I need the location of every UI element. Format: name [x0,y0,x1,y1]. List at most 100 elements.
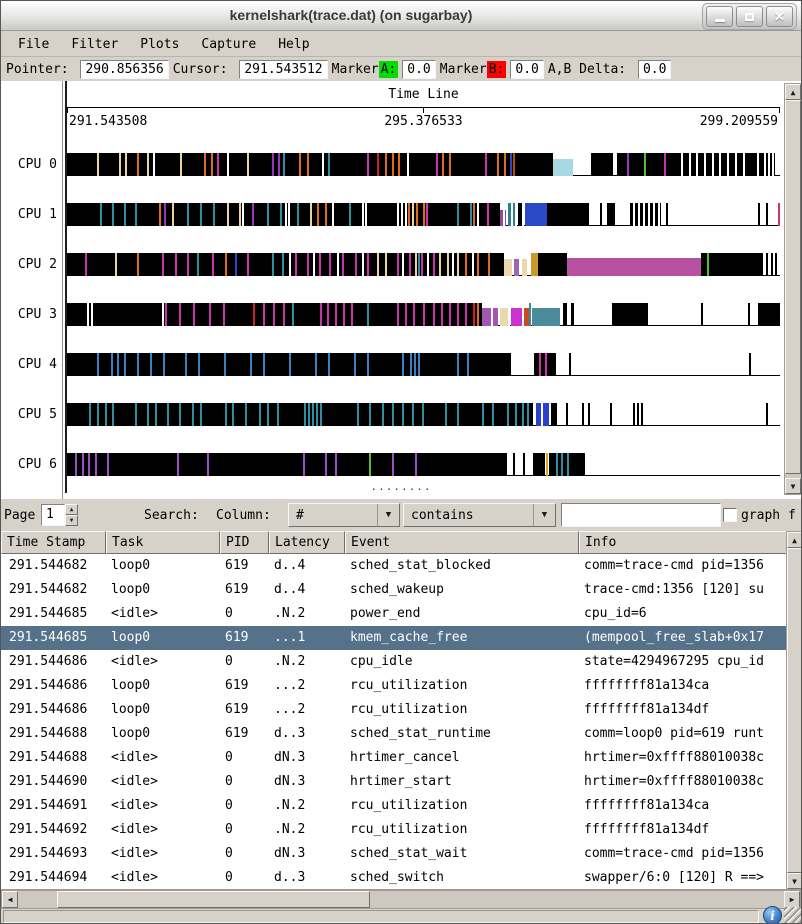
trace-event-tick [316,403,318,426]
table-cell: comm=trace-cmd pid=1356 [584,846,765,861]
trace-event-tick [457,353,459,376]
table-hscrollbar[interactable]: ◀ ▶ [1,890,801,909]
table-cell: 291.544685 [9,630,88,645]
trace-event-tick [627,153,629,176]
graph-scroll-up-icon[interactable]: ▲ [785,84,801,100]
cpu-track-1[interactable] [67,203,780,226]
marker-b-badge[interactable]: B: [486,61,507,78]
col-task[interactable]: Task [106,531,220,554]
col-time-stamp[interactable]: Time Stamp [1,531,106,554]
trace-segment [538,253,567,276]
trace-event-tick [545,353,547,376]
pointer-label: Pointer: [6,62,77,77]
close-button[interactable]: ✕ [766,6,793,27]
table-scroll-up-icon[interactable]: ▲ [787,532,801,548]
page-spinner[interactable]: 1 [41,504,65,526]
page-spinner-buttons: ▲ ▼ [65,504,78,526]
table-row[interactable]: 291.544682 loop0 619 d..4 sched_stat_blocked… [1,554,787,578]
menu-capture[interactable]: Capture [201,36,257,52]
graph-vscrollbar[interactable]: ▲ ▼ [784,83,801,495]
trace-event-tick [239,203,241,226]
marker-a-label: Marker [331,62,379,77]
marker-a-badge[interactable]: A: [378,61,399,78]
table-row[interactable]: 291.544685 loop0 619 ...1 kmem_cache_free (me… [1,626,787,650]
table-cell: rcu_utilization [350,822,468,837]
menu-help[interactable]: Help [278,36,310,52]
marker-a-value: 0.0 [402,60,436,79]
cpu-track-3[interactable] [67,303,780,326]
table-cell: 291.544693 [9,846,88,861]
menu-filter[interactable]: Filter [71,36,119,52]
col-pid[interactable]: PID [220,531,269,554]
trace-event-tick [757,153,759,176]
trace-segment [531,253,538,276]
marker-b-label: Marker [439,62,487,77]
table-cell: <idle> [111,798,158,813]
table-row[interactable]: 291.544692 <idle> 0 .N.2 rcu_utilization ffff… [1,818,787,842]
trace-event-tick [719,153,721,176]
trace-event-tick [775,253,777,276]
trace-event-tick [778,203,780,226]
spinner-up-icon[interactable]: ▲ [65,504,78,515]
splitter-handle[interactable]: ········ [370,483,432,496]
spinner-down-icon[interactable]: ▼ [65,515,78,526]
trace-event-tick [162,303,164,326]
table-row[interactable]: 291.544682 loop0 619 d..4 sched_wakeup trace-… [1,578,787,602]
table-row[interactable]: 291.544693 <idle> 0 dN.3 sched_stat_wait comm… [1,842,787,866]
hscroll-thumb[interactable] [57,891,370,908]
table-scroll-down-icon[interactable]: ▼ [787,873,801,889]
menu-plots[interactable]: Plots [140,36,180,52]
trace-event-tick [213,203,215,226]
table-cell: 0 [225,606,233,621]
maximize-button[interactable] [736,6,763,27]
table-row[interactable]: 291.544686 loop0 619 ...2 rcu_utilization fff… [1,698,787,722]
info-icon[interactable]: i [763,906,782,923]
table-row[interactable]: 291.544688 loop0 619 d..3 sched_stat_runtime… [1,722,787,746]
cpu-track-6[interactable] [67,453,780,476]
table-cell: <idle> [111,846,158,861]
table-row[interactable]: 291.544694 <idle> 0 d..3 sched_switch swapper… [1,866,787,889]
cpu-track-2[interactable] [67,253,780,276]
col-info[interactable]: Info [579,531,787,554]
table-row[interactable]: 291.544691 <idle> 0 .N.2 rcu_utilization ffff… [1,794,787,818]
column-select[interactable]: # ▼ [288,503,400,527]
trace-event-tick [447,253,449,276]
graph-follows-checkbox[interactable] [723,508,737,522]
graph-scroll-down-icon[interactable]: ▼ [785,478,801,494]
table-row[interactable]: 291.544686 loop0 619 ...2 rcu_utilization fff… [1,674,787,698]
cpu-track-4[interactable] [67,353,780,376]
trace-event-tick [588,403,590,426]
trace-segment [525,203,547,226]
cpu-track-0[interactable] [67,153,780,176]
scroll-left-icon[interactable]: ◀ [2,891,18,908]
graph-scroll-thumb[interactable] [785,100,801,474]
table-vscrollbar[interactable]: ▲ ▼ [786,531,801,890]
titlebar[interactable]: kernelshark(trace.dat) (on sugarbay) ✕ [1,1,801,31]
scroll-right-icon[interactable]: ▶ [784,891,800,908]
trace-event-tick [664,153,666,176]
col-event[interactable]: Event [345,531,579,554]
match-select[interactable]: contains ▼ [403,503,556,527]
trace-event-tick [515,203,517,226]
table-row[interactable]: 291.544690 <idle> 0 dN.3 hrtimer_start hrtime… [1,770,787,794]
trace-event-tick [641,403,643,426]
trace-segment [758,303,780,326]
table-row[interactable]: 291.544685 <idle> 0 .N.2 power_end cpu_id=6 [1,602,787,626]
cpu-track-5[interactable] [67,403,780,426]
menu-file[interactable]: File [18,36,50,52]
search-input[interactable] [561,503,721,527]
minimize-button[interactable] [706,6,733,27]
resize-grip[interactable] [784,907,801,923]
trace-event-tick [263,303,265,326]
table-row[interactable]: 291.544686 <idle> 0 .N.2 cpu_idle state=42949… [1,650,787,674]
trace-event-tick [397,203,399,226]
timeline-plot[interactable]: Time Line 291.543508 295.376533 299.2095… [65,81,780,493]
trace-event-tick [410,353,412,376]
table-row[interactable]: 291.544688 <idle> 0 dN.3 hrtimer_cancel hrtim… [1,746,787,770]
table-scroll-thumb[interactable] [787,548,801,873]
trace-event-tick [198,353,200,376]
table-cell: d..3 [274,870,306,885]
col-latency[interactable]: Latency [269,531,345,554]
trace-event-tick [320,303,322,326]
trace-segment [563,303,567,326]
